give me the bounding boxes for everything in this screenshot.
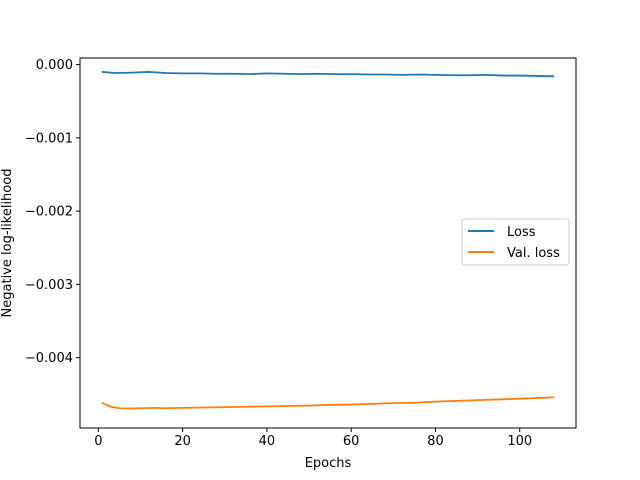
y-tick-label: −0.004 bbox=[25, 351, 73, 366]
x-tick-label: 20 bbox=[174, 434, 191, 449]
x-tick-label: 0 bbox=[94, 434, 102, 449]
plot-frame bbox=[79, 57, 577, 429]
y-tick-label: −0.003 bbox=[25, 278, 73, 293]
x-axis-label: Epochs bbox=[305, 456, 352, 471]
y-axis-ticks: 0.000 −0.001 −0.002 −0.003 −0.004 bbox=[25, 58, 80, 366]
y-tick-label: −0.002 bbox=[25, 205, 73, 220]
legend: Loss Val. loss bbox=[461, 218, 570, 266]
series-line-val-loss bbox=[101, 396, 555, 410]
legend-label-loss: Loss bbox=[507, 225, 536, 240]
series-line-loss bbox=[101, 71, 555, 78]
x-axis-ticks: 0 20 40 60 80 100 bbox=[94, 428, 532, 449]
series-layer bbox=[101, 71, 555, 410]
x-tick-label: 100 bbox=[507, 434, 532, 449]
y-axis-label: Negative log-likelihood bbox=[0, 169, 15, 318]
y-tick-label: 0.000 bbox=[36, 58, 73, 73]
x-tick-label: 80 bbox=[427, 434, 444, 449]
legend-label-val-loss: Val. loss bbox=[507, 246, 560, 261]
y-tick-label: −0.001 bbox=[25, 131, 73, 146]
x-tick-label: 60 bbox=[343, 434, 360, 449]
x-tick-label: 40 bbox=[259, 434, 276, 449]
